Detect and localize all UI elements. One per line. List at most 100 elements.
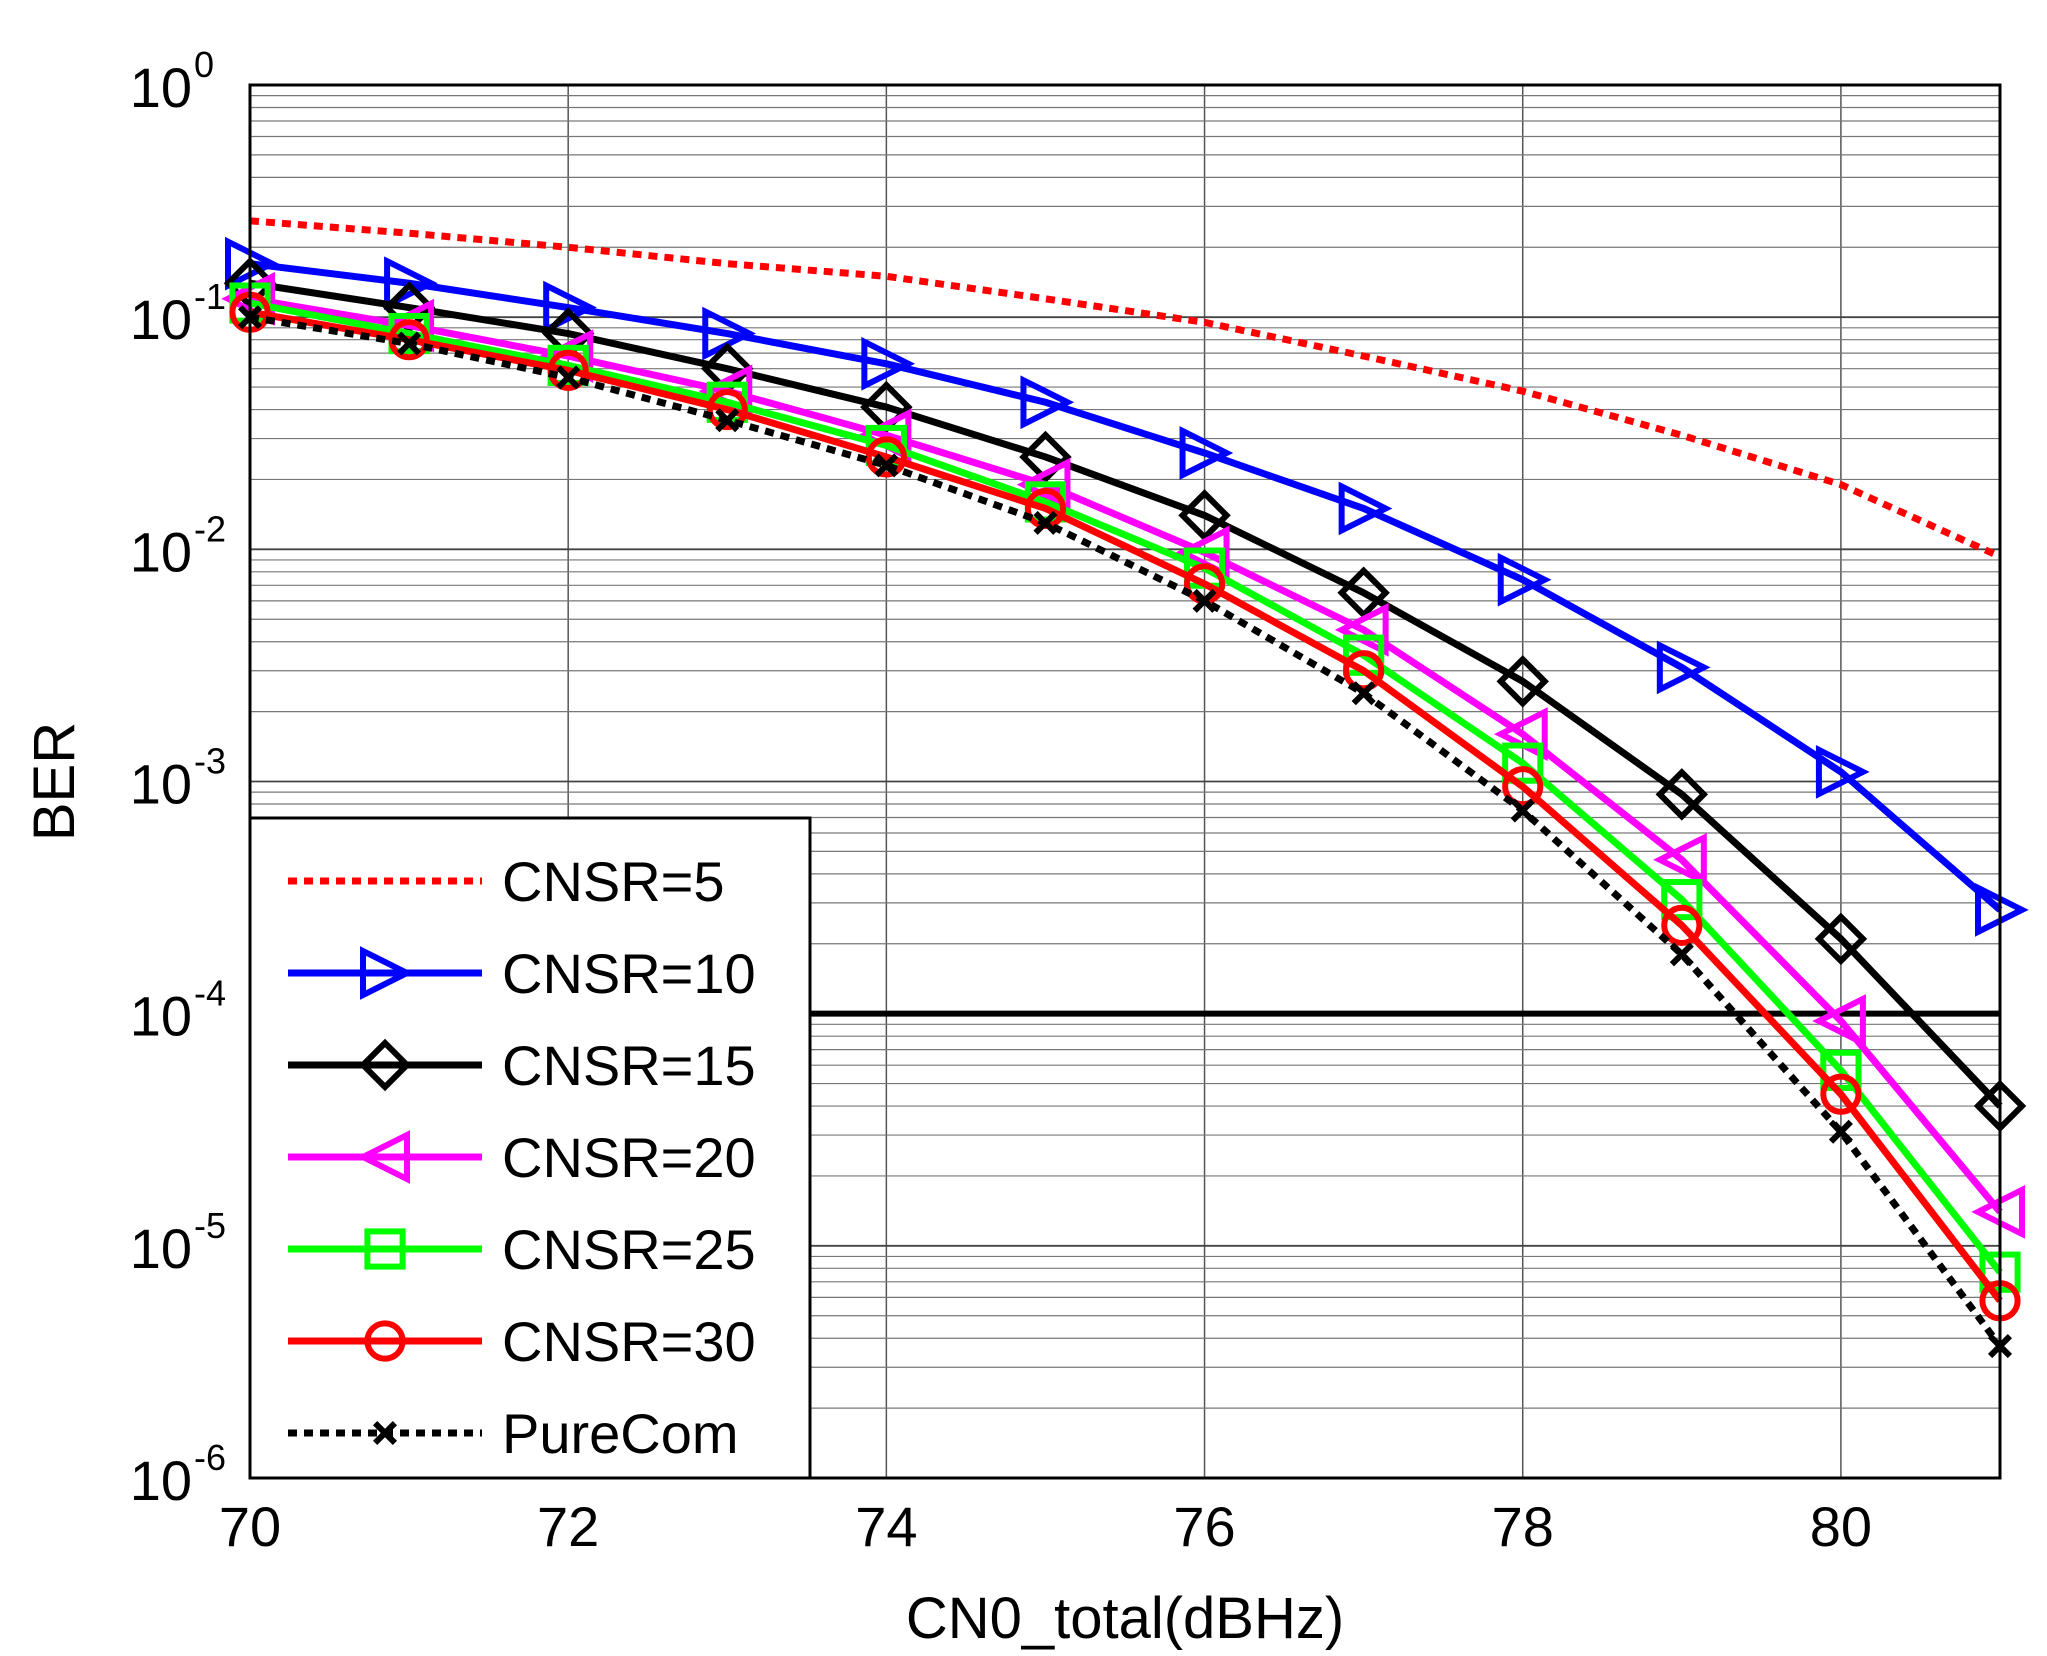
data-point (1655, 768, 1709, 821)
y-tick-exponent: -3 (194, 741, 226, 782)
data-point (543, 280, 597, 335)
data-point (1653, 832, 1707, 887)
data-point (1343, 650, 1385, 692)
data-point (1814, 912, 1868, 966)
legend-entry: CNSR=10 (288, 942, 756, 1005)
y-tick-label: 10 (130, 1449, 192, 1512)
y-tick-exponent: -4 (194, 973, 226, 1014)
y-tick-exponent: -1 (194, 276, 226, 317)
data-point (1337, 566, 1390, 620)
series-line (249, 313, 2003, 1349)
y-tick-label: 10 (130, 56, 192, 119)
y-tick-exponent: -6 (194, 1437, 226, 1478)
y-tick-exponent: -2 (194, 508, 226, 549)
y-tick-exponent: 0 (194, 44, 214, 85)
data-point (1019, 430, 1072, 484)
x-tick-label: 72 (537, 1495, 599, 1558)
data-point (861, 336, 916, 391)
x-tick-label: 76 (1173, 1495, 1235, 1558)
series-line (249, 295, 2003, 1215)
data-point (1820, 1073, 1862, 1115)
data-point (1661, 904, 1703, 946)
legend-marker (364, 1228, 406, 1270)
legend-label: PureCom (502, 1402, 739, 1465)
legend-entry: CNSR=25 (288, 1218, 756, 1281)
legend-marker (364, 1320, 406, 1362)
data-point (1192, 588, 1217, 613)
legend-entry: CNSR=15 (288, 1034, 756, 1097)
x-tick-label: 78 (1492, 1495, 1554, 1558)
legend-entry: CNSR=30 (288, 1310, 756, 1373)
legend-label: CNSR=30 (502, 1310, 756, 1373)
data-point (1338, 481, 1393, 536)
data-point (1828, 1119, 1853, 1144)
data-point (1656, 640, 1711, 695)
series-line (249, 279, 2003, 1109)
data-point (1351, 681, 1376, 706)
legend-marker (360, 946, 414, 1000)
data-point (1497, 552, 1552, 607)
data-point (874, 453, 899, 478)
data-point (1812, 994, 1866, 1048)
series-line (249, 308, 2003, 1303)
data-point (556, 365, 581, 390)
y-axis-label: BER (22, 722, 87, 841)
legend-marker (372, 1420, 398, 1446)
legend-label: CNSR=15 (502, 1034, 756, 1097)
plot-frame (248, 83, 2002, 1480)
data-point (1016, 457, 1071, 512)
data-point (1661, 878, 1703, 921)
x-tick-labels: 70 72 74 76 78 80 (219, 1495, 1872, 1558)
series-purecom (237, 305, 2013, 1359)
data-point (1496, 655, 1549, 708)
legend-entry: PureCom (288, 1402, 739, 1465)
data-point (397, 331, 422, 356)
y-tick-label: 10 (130, 520, 192, 583)
legend-label: CNSR=5 (502, 850, 725, 913)
data-point (715, 408, 740, 433)
series-line (249, 217, 2002, 560)
data-point (1669, 942, 1694, 967)
data-point (865, 436, 907, 478)
x-tick-label: 70 (219, 1495, 281, 1558)
data-point (1020, 375, 1075, 430)
data-point (1178, 489, 1231, 542)
y-tick-label: 10 (130, 1217, 192, 1280)
series-cnsr-30 (229, 291, 2021, 1322)
data-point (384, 256, 438, 311)
legend-box (248, 816, 812, 1480)
y-tick-label: 10 (130, 753, 192, 816)
data-point (1033, 510, 1058, 535)
y-tick-label: 10 (130, 985, 192, 1048)
y-tick-label: 10 (130, 288, 192, 351)
data-point (706, 388, 748, 431)
data-point (1334, 602, 1389, 657)
data-point (1815, 745, 1870, 799)
data-point (382, 281, 436, 334)
series-cnsr-5 (249, 217, 2002, 560)
data-point (388, 319, 430, 361)
series-cnsr-15 (223, 256, 2027, 1133)
legend-label: CNSR=25 (502, 1218, 756, 1281)
legend-marker (356, 1130, 410, 1184)
data-point (1510, 798, 1535, 823)
x-tick-label: 80 (1810, 1495, 1872, 1558)
legend-marker (358, 1038, 412, 1092)
legend-label: CNSR=20 (502, 1126, 756, 1189)
series-group (221, 217, 2029, 1359)
x-axis-label: CN0_total(dBHz) (906, 1586, 1344, 1651)
data-point (1820, 1049, 1862, 1091)
data-point (1502, 766, 1544, 808)
series-line (249, 299, 2003, 1275)
legend: CNSR=5 CNSR=10 CNSR=15 CNSR=20 CNSR=25 CNSR=3… (248, 816, 812, 1480)
legend-label: CNSR=10 (502, 942, 756, 1005)
legend-entry: CNSR=5 (288, 850, 725, 913)
series-line (249, 260, 2003, 913)
data-point (1179, 426, 1234, 480)
y-tick-exponent: -5 (194, 1205, 226, 1246)
data-point (1502, 742, 1544, 784)
x-tick-label: 74 (855, 1495, 917, 1558)
legend-entry: CNSR=20 (288, 1126, 756, 1189)
